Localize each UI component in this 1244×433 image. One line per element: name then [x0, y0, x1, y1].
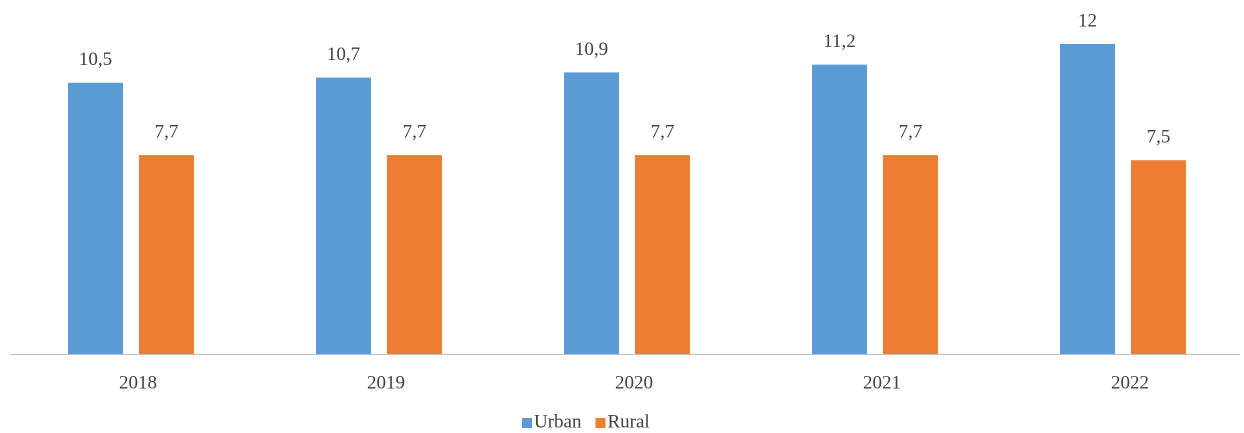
x-tick-label: 2018 — [119, 372, 157, 393]
bar — [812, 64, 867, 355]
data-label: 7,7 — [403, 121, 427, 142]
data-label: 7,7 — [155, 121, 179, 142]
x-tick-label: 2022 — [1111, 372, 1149, 393]
data-label: 12 — [1078, 10, 1097, 31]
bar — [883, 155, 938, 354]
bar — [139, 155, 194, 354]
data-label: 7,7 — [651, 121, 675, 142]
legend-swatch — [595, 418, 606, 428]
bar — [316, 77, 371, 354]
data-label: 7,5 — [1147, 127, 1171, 148]
bar — [564, 72, 619, 355]
x-tick-label: 2020 — [615, 372, 653, 393]
bar — [1131, 160, 1186, 354]
data-label: 10,7 — [327, 44, 360, 65]
data-label: 11,2 — [823, 31, 856, 52]
data-label: 7,7 — [899, 121, 923, 142]
bar — [387, 155, 442, 354]
legend-swatch — [522, 418, 532, 428]
data-label: 10,5 — [79, 49, 112, 70]
x-tick-label: 2019 — [367, 372, 405, 393]
data-label: 10,9 — [575, 39, 608, 60]
x-tick-label: 2021 — [863, 372, 901, 393]
bar — [1060, 44, 1115, 354]
legend-label: Rural — [607, 411, 649, 432]
bar — [635, 155, 690, 354]
legend-label: Urban — [534, 411, 582, 432]
bar — [68, 82, 123, 354]
